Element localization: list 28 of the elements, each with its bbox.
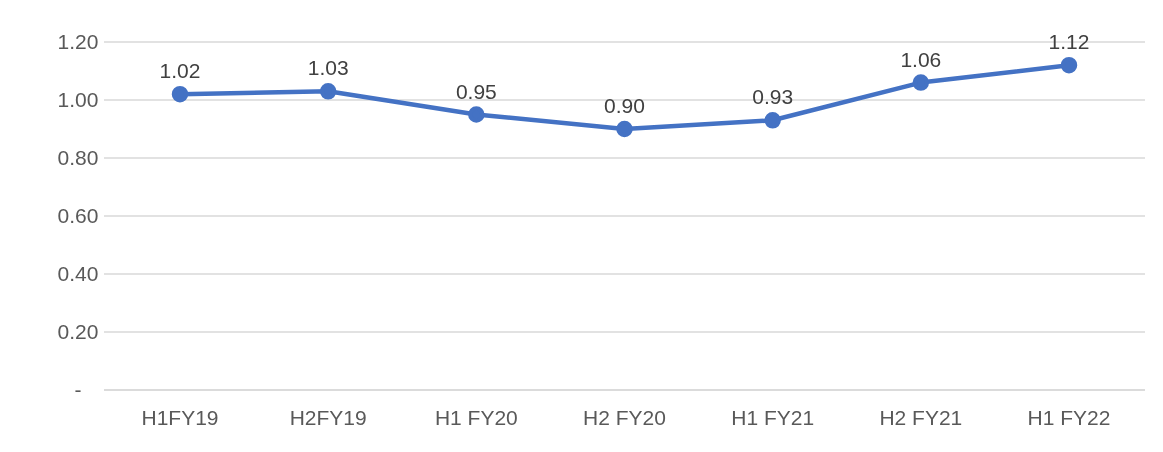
x-tick-label: H1FY19 — [141, 405, 219, 429]
point — [319, 83, 337, 100]
data-label: 0.95 — [455, 79, 497, 103]
point — [171, 85, 189, 103]
y-tick-label: - — [74, 378, 82, 402]
x-tick-label: H1 FY21 — [731, 405, 815, 429]
y-tick-label: 1.00 — [57, 88, 99, 112]
x-tick-label: H2 FY21 — [879, 405, 963, 429]
point — [912, 74, 930, 91]
x-tick-label: H2 FY20 — [583, 405, 666, 429]
point — [764, 112, 781, 129]
data-label: 1.12 — [1048, 30, 1090, 54]
data-label: 1.03 — [307, 56, 349, 80]
y-tick-label: 0.20 — [57, 320, 99, 344]
point — [468, 106, 485, 123]
point — [1060, 56, 1078, 74]
data-label: 0.90 — [604, 94, 645, 117]
data-label: 1.02 — [159, 59, 201, 83]
x-tick-label: H1 FY20 — [434, 405, 518, 429]
y-tick-label: 0.60 — [57, 204, 99, 228]
y-tick-label: 0.80 — [57, 146, 99, 170]
y-tick-label: 0.40 — [57, 262, 99, 286]
point — [616, 120, 633, 138]
x-tick-label: H2FY19 — [289, 405, 367, 429]
data-label: 0.93 — [752, 85, 794, 109]
data-label: 1.06 — [900, 47, 942, 71]
y-tick-label: 1.20 — [57, 30, 99, 54]
x-tick-label: H1 FY22 — [1027, 405, 1111, 429]
